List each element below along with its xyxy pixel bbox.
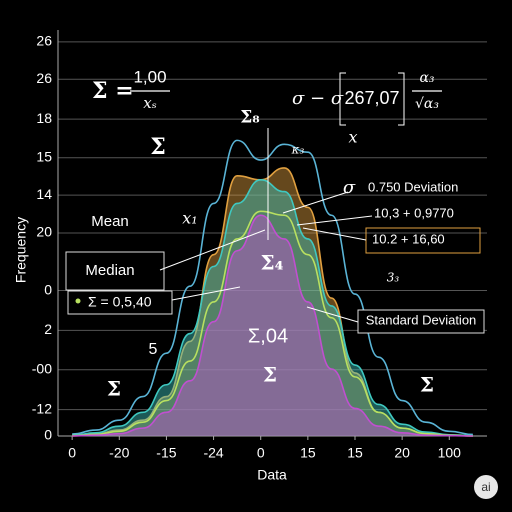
annotation: Σ,04 [248, 325, 288, 347]
x-tick-label: 15 [300, 445, 316, 461]
badge: ai [481, 480, 490, 494]
y-tick-label: 18 [36, 110, 52, 126]
x-axis-label: Data [257, 467, 287, 483]
callout [296, 215, 373, 226]
x-tick-label: 15 [347, 445, 363, 461]
callout [282, 191, 349, 214]
annotation: √α₃ [415, 96, 439, 112]
annotation: Mean [91, 213, 129, 230]
line [72, 214, 473, 437]
x-tick-label: -24 [203, 445, 223, 461]
annotation: 3₃ [387, 271, 400, 285]
y-tick-label: 2 [44, 321, 52, 337]
x-tick-label: 20 [394, 445, 410, 461]
callout [306, 306, 359, 323]
area [72, 215, 473, 436]
annotation: σ [343, 177, 356, 198]
annotation: Σ [150, 134, 166, 160]
annotation: Σ = [92, 78, 134, 104]
annotation: 10.2 + 16,60 [372, 231, 445, 246]
annotation: xₛ [143, 94, 157, 112]
annotation: Median [85, 262, 134, 279]
y-tick-label: 0 [44, 281, 52, 297]
annotation: 0.750 Deviation [368, 179, 458, 194]
line [72, 178, 473, 437]
annotation: Σ [107, 377, 121, 401]
annotation: x₁ [182, 209, 197, 228]
line [72, 210, 473, 437]
annotation: Standard Deviation [366, 312, 477, 327]
x-tick-label: 100 [438, 445, 462, 461]
line [72, 139, 473, 436]
y-tick-label: 26 [36, 70, 52, 86]
badge-bg [474, 475, 498, 499]
sigma-box [67, 290, 173, 315]
y-axis-label: Frequency [13, 217, 29, 283]
callout [159, 229, 266, 271]
annotation: Σ₄ [261, 251, 284, 275]
callout [171, 286, 241, 301]
callout [302, 227, 367, 241]
annotation: 10,3 + 0,9770 [374, 205, 454, 220]
annotation: α₃ [419, 70, 434, 86]
annotation: σ − σ [292, 88, 344, 109]
annotation: Σ₈ [240, 108, 259, 128]
y-tick-label: -12 [32, 400, 52, 416]
legend-dot [75, 298, 81, 304]
y-tick-label: -00 [32, 360, 52, 376]
y-tick-label: 15 [36, 148, 52, 164]
area [72, 167, 473, 436]
bracket [339, 72, 405, 126]
x-tick-label: 0 [68, 445, 76, 461]
value-box [365, 227, 481, 254]
x-tick-label: 0 [257, 445, 265, 461]
annotation: 1,00 [133, 67, 166, 86]
y-tick-label: 0 [44, 427, 52, 443]
callouts [159, 128, 373, 323]
annotation: κ₃ [291, 143, 305, 157]
y-tick-label: 14 [36, 186, 52, 202]
annotation: Σ [420, 373, 434, 397]
x-tick-label: -20 [109, 445, 129, 461]
x-tick-label: -15 [156, 445, 176, 461]
annotation: x [348, 128, 357, 147]
area [72, 179, 473, 436]
annotation: 267,07 [344, 88, 399, 108]
annotation: Σ [263, 363, 277, 387]
y-tick-label: 20 [36, 224, 52, 240]
annotation: Σ = 0,5,40 [88, 294, 152, 310]
median-box [65, 251, 165, 291]
y-tick-label: 26 [36, 33, 52, 49]
annotation: 5 [149, 341, 158, 358]
